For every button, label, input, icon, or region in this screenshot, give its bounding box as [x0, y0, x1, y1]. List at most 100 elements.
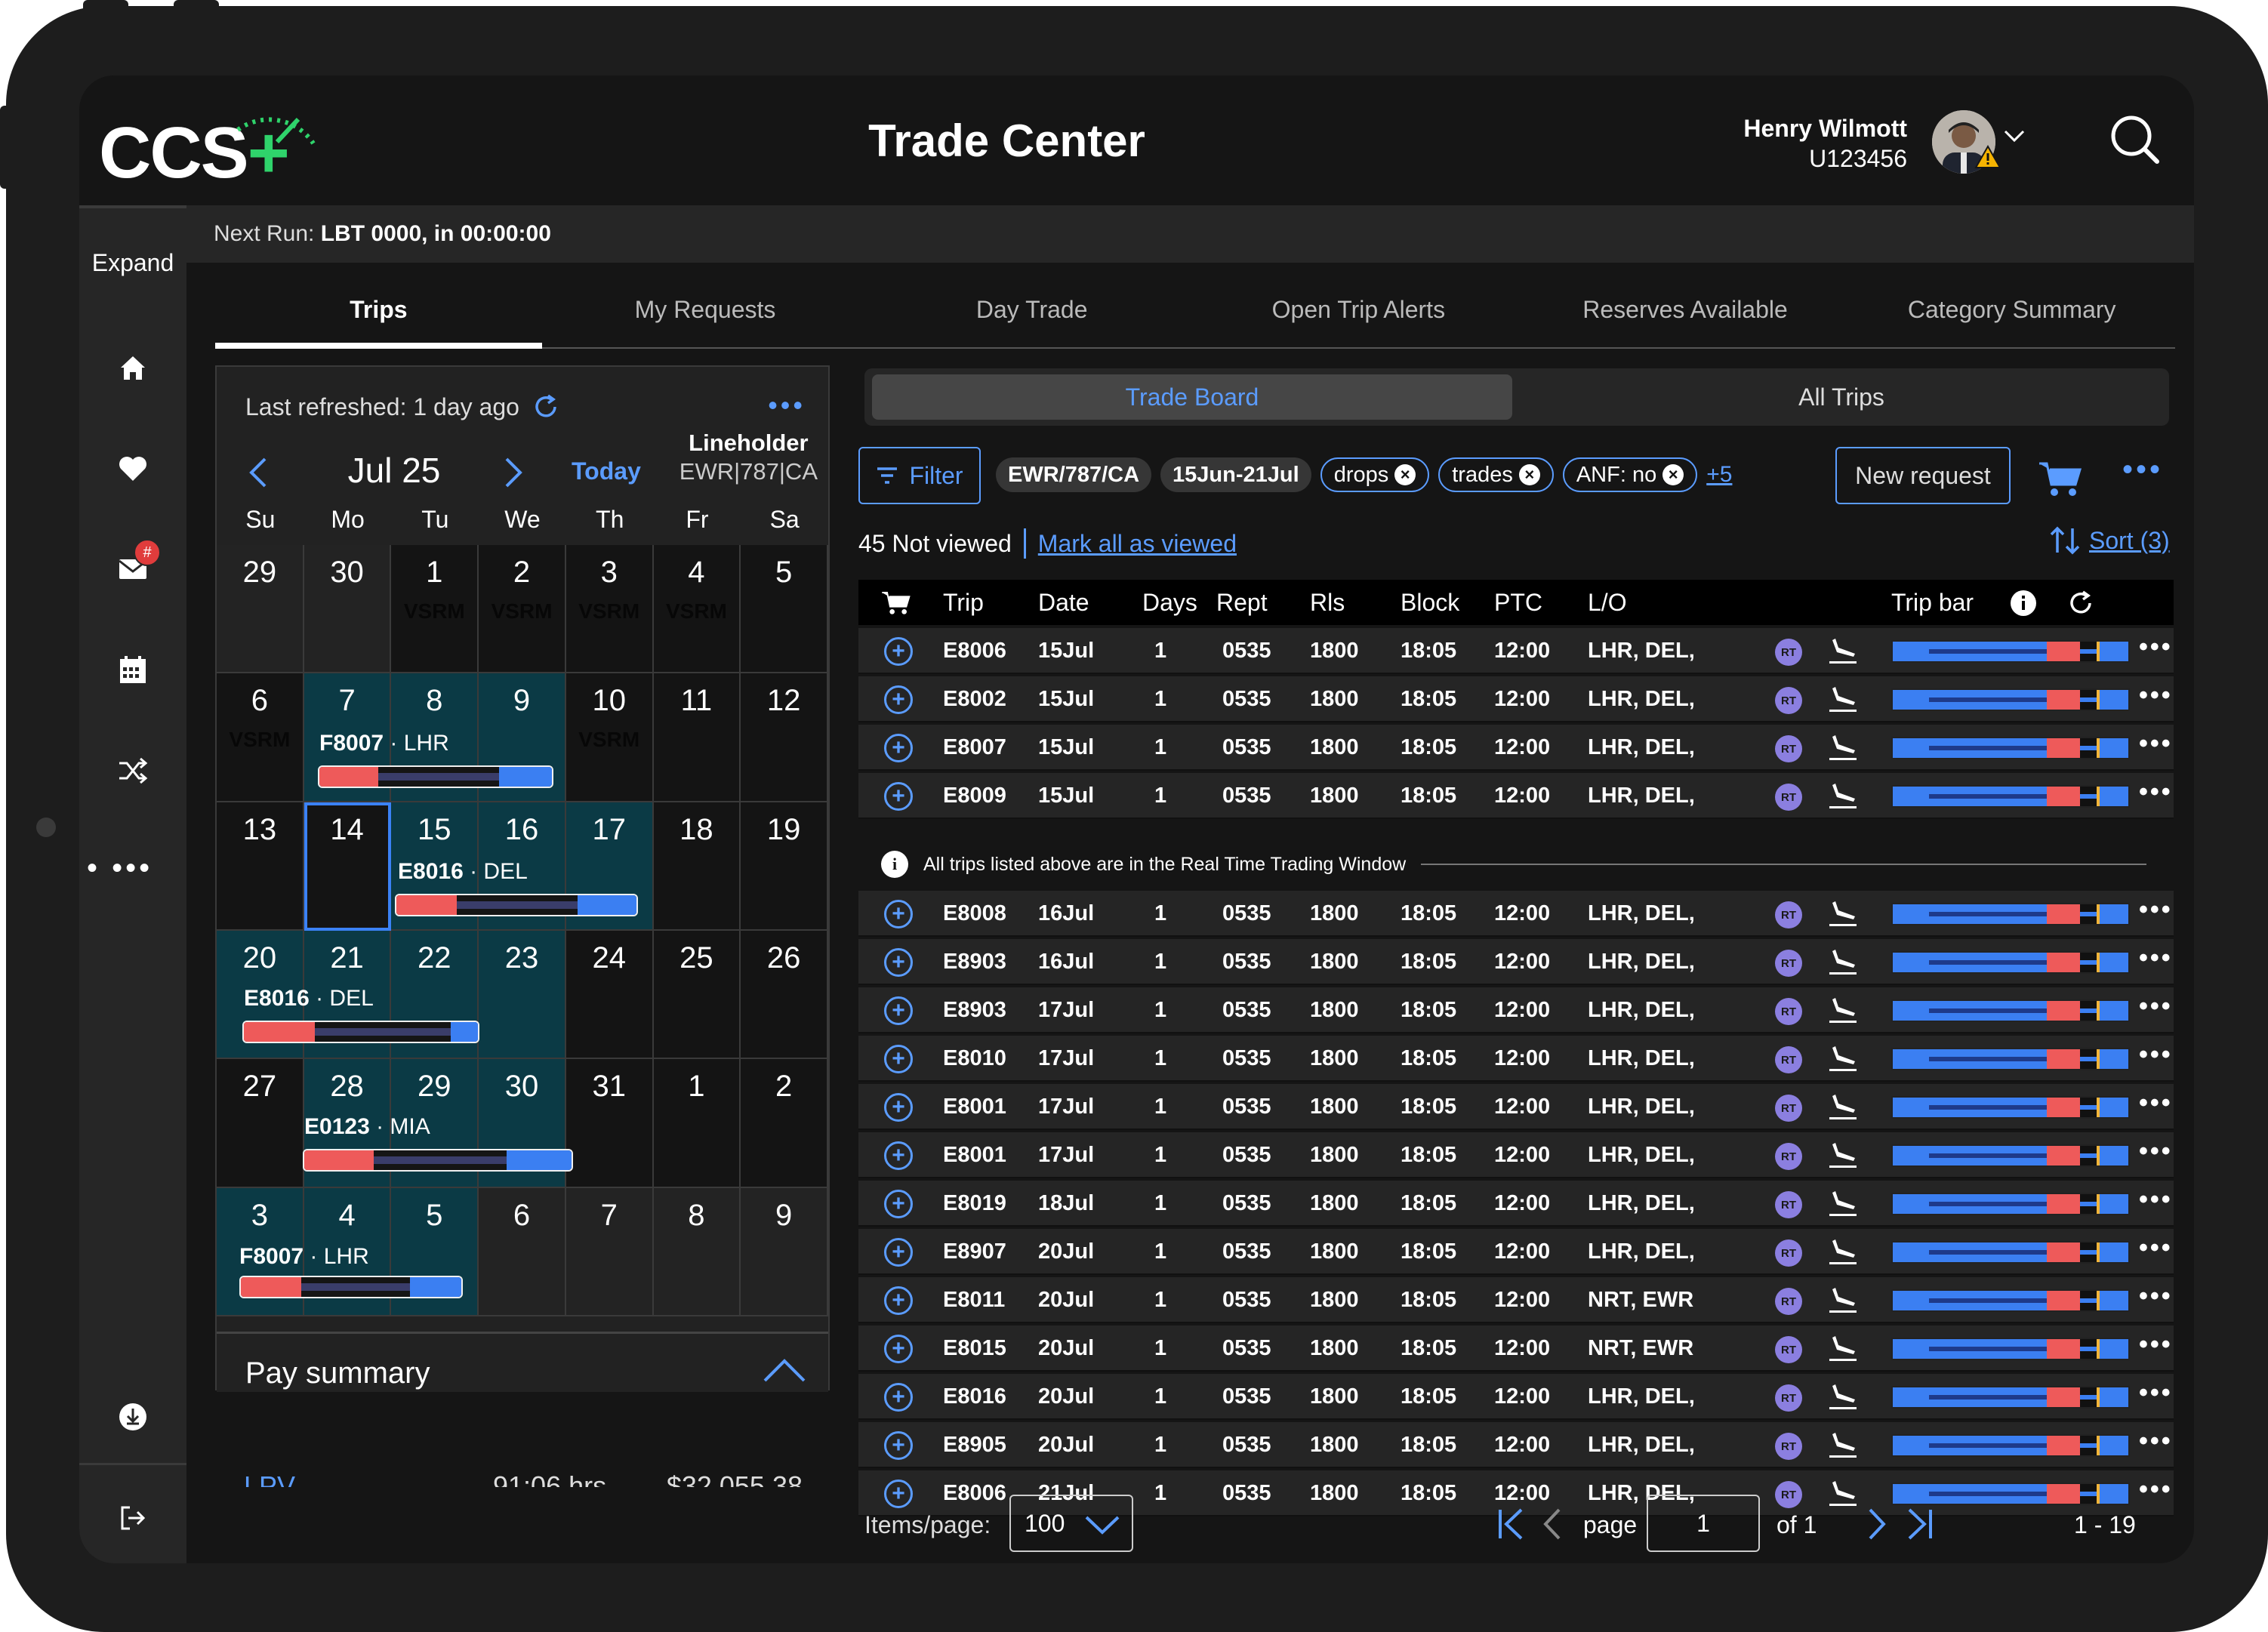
calendar-day[interactable]: 14 — [304, 802, 392, 931]
today-link[interactable]: Today — [572, 457, 641, 485]
row-menu-icon[interactable]: ••• — [2139, 633, 2173, 661]
table-row[interactable]: + E8011 20Jul 1 0535 1800 18:05 12:00 NRT, EWR RT… — [858, 1277, 2174, 1323]
row-menu-icon[interactable]: ••• — [2139, 1427, 2173, 1455]
chevron-up-icon[interactable] — [762, 1356, 807, 1384]
calendar-day[interactable]: 1 — [653, 1059, 741, 1188]
all-trips-toggle[interactable]: All Trips — [1798, 383, 1884, 411]
add-trip-icon[interactable]: + — [884, 1141, 913, 1170]
logout-icon[interactable] — [114, 1499, 152, 1537]
column-header[interactable]: Trip bar — [1891, 589, 1974, 616]
calendar-trip-label[interactable]: E8016 · DEL — [398, 859, 528, 884]
table-row[interactable]: + E8010 17Jul 1 0535 1800 18:05 12:00 LHR, DEL, R… — [858, 1036, 2174, 1082]
new-request-button[interactable]: New request — [1835, 447, 2011, 504]
calendar-day[interactable]: 6 VSRM — [217, 673, 304, 802]
calendar-day[interactable]: 9 — [741, 1187, 828, 1316]
row-menu-icon[interactable]: ••• — [2139, 944, 2173, 972]
row-menu-icon[interactable]: ••• — [2139, 1282, 2173, 1310]
filter-chip[interactable]: trades × — [1438, 457, 1554, 492]
tab-trips[interactable]: Trips — [215, 279, 542, 349]
add-trip-icon[interactable]: + — [884, 1093, 913, 1122]
calendar-day[interactable]: 2 — [741, 1059, 828, 1188]
calendar-trip-label[interactable]: F8007 · LHR — [239, 1244, 369, 1269]
add-trip-icon[interactable]: + — [884, 900, 913, 928]
next-month-icon[interactable] — [502, 456, 525, 489]
row-menu-icon[interactable]: ••• — [2139, 681, 2173, 710]
add-trip-icon[interactable]: + — [884, 782, 913, 811]
row-menu-icon[interactable]: ••• — [2139, 1378, 2173, 1407]
app-logo[interactable]: CCS+ — [99, 112, 290, 193]
calendar-day[interactable]: 6 — [479, 1187, 566, 1316]
table-row[interactable]: + E8903 17Jul 1 0535 1800 18:05 12:00 LHR, DEL, R… — [858, 987, 2174, 1033]
calendar-day[interactable]: 25 — [653, 930, 741, 1060]
filter-button[interactable]: Filter — [858, 447, 981, 504]
add-trip-icon[interactable]: + — [884, 1238, 913, 1267]
add-trip-icon[interactable]: + — [884, 1045, 913, 1073]
table-row[interactable]: + E8001 17Jul 1 0535 1800 18:05 12:00 LHR, DEL, R… — [858, 1084, 2174, 1130]
row-menu-icon[interactable]: ••• — [2139, 1089, 2173, 1117]
refresh-icon[interactable] — [2066, 589, 2095, 617]
pay-row-label[interactable]: LPV — [244, 1470, 296, 1487]
table-row[interactable]: + E8907 20Jul 1 0535 1800 18:05 12:00 LHR, DEL, R… — [858, 1229, 2174, 1275]
calendar-day[interactable]: 13 — [217, 802, 304, 931]
remove-chip-icon[interactable]: × — [1518, 464, 1540, 485]
column-header[interactable]: Date — [1038, 589, 1089, 616]
add-trip-icon[interactable]: + — [884, 1383, 913, 1412]
calendar-day[interactable]: 27 — [217, 1059, 304, 1188]
info-icon[interactable] — [2009, 589, 2038, 617]
tab-reserves-available[interactable]: Reserves Available — [1582, 296, 1788, 323]
calendar-day[interactable]: 11 — [653, 673, 741, 802]
row-menu-icon[interactable]: ••• — [2139, 992, 2173, 1021]
column-header[interactable]: Block — [1401, 589, 1460, 616]
calendar-trip-label[interactable]: E0123 · MIA — [304, 1114, 430, 1139]
calendar-day[interactable]: 31 — [565, 1059, 654, 1188]
first-page-icon[interactable] — [1496, 1507, 1526, 1541]
calendar-day[interactable]: 3 VSRM — [565, 545, 654, 674]
calendar-trip-label[interactable]: E8016 · DEL — [244, 986, 374, 1011]
tab-day-trade[interactable]: Day Trade — [975, 296, 1088, 323]
calendar-trip-label[interactable]: F8007 · LHR — [319, 731, 449, 756]
calendar-day[interactable]: 7 — [565, 1187, 654, 1316]
calendar-day[interactable]: 23 — [479, 930, 566, 1060]
calendar-day[interactable]: 10 VSRM — [565, 673, 654, 802]
filter-chip[interactable]: 15Jun-21Jul — [1160, 457, 1311, 492]
filter-chip[interactable]: EWR/787/CA — [996, 457, 1152, 492]
calendar-day[interactable]: 2 VSRM — [479, 545, 566, 674]
search-icon[interactable] — [2109, 113, 2162, 166]
table-row[interactable]: + E8002 15Jul 1 0535 1800 18:05 12:00 LHR, DEL, R… — [858, 676, 2174, 722]
remove-chip-icon[interactable]: × — [1662, 464, 1684, 485]
table-row[interactable]: + E8903 16Jul 1 0535 1800 18:05 12:00 LHR, DEL, R… — [858, 939, 2174, 985]
add-trip-icon[interactable]: + — [884, 637, 913, 666]
refresh-icon[interactable] — [532, 393, 560, 421]
column-header[interactable]: PTC — [1494, 589, 1542, 616]
table-row[interactable]: + E8008 16Jul 1 0535 1800 18:05 12:00 LHR, DEL, R… — [858, 891, 2174, 937]
more-filters-link[interactable]: +5 — [1706, 462, 1733, 487]
add-trip-icon[interactable]: + — [884, 1431, 913, 1460]
mark-all-viewed-link[interactable]: Mark all as viewed — [1037, 529, 1237, 557]
row-menu-icon[interactable]: ••• — [2139, 1475, 2173, 1504]
tab-my-requests[interactable]: My Requests — [634, 296, 776, 323]
sort-link[interactable]: Sort (3) — [2048, 525, 2170, 556]
table-row[interactable]: + E8001 17Jul 1 0535 1800 18:05 12:00 LHR, DEL, R… — [858, 1132, 2174, 1178]
items-per-page-select[interactable]: 100 — [1009, 1495, 1133, 1552]
calendar-day[interactable]: 18 — [653, 802, 741, 931]
board-menu-icon[interactable]: ••• — [2122, 453, 2164, 486]
row-menu-icon[interactable]: ••• — [2139, 1137, 2173, 1165]
more-menu-icon[interactable]: • ••• — [87, 851, 153, 885]
column-header[interactable]: Rept — [1216, 589, 1268, 616]
column-header[interactable]: Trip — [943, 589, 984, 616]
row-menu-icon[interactable]: ••• — [2139, 778, 2173, 806]
row-menu-icon[interactable]: ••• — [2139, 895, 2173, 924]
shuffle-icon[interactable] — [114, 752, 152, 790]
heart-icon[interactable] — [114, 450, 152, 488]
pay-summary[interactable]: Pay summary — [217, 1332, 828, 1392]
calendar-day[interactable]: 12 — [741, 673, 828, 802]
calendar-day[interactable]: 8 — [653, 1187, 741, 1316]
filter-chip[interactable]: ANF: no × — [1562, 457, 1698, 492]
add-trip-icon[interactable]: + — [884, 1286, 913, 1315]
cart-icon[interactable] — [2038, 460, 2083, 498]
add-trip-icon[interactable]: + — [884, 685, 913, 714]
table-row[interactable]: + E8019 18Jul 1 0535 1800 18:05 12:00 LHR, DEL, R… — [858, 1181, 2174, 1227]
calendar-day[interactable]: 5 — [741, 545, 828, 674]
last-page-icon[interactable] — [1905, 1507, 1935, 1541]
tab-open-trip-alerts[interactable]: Open Trip Alerts — [1271, 296, 1446, 323]
